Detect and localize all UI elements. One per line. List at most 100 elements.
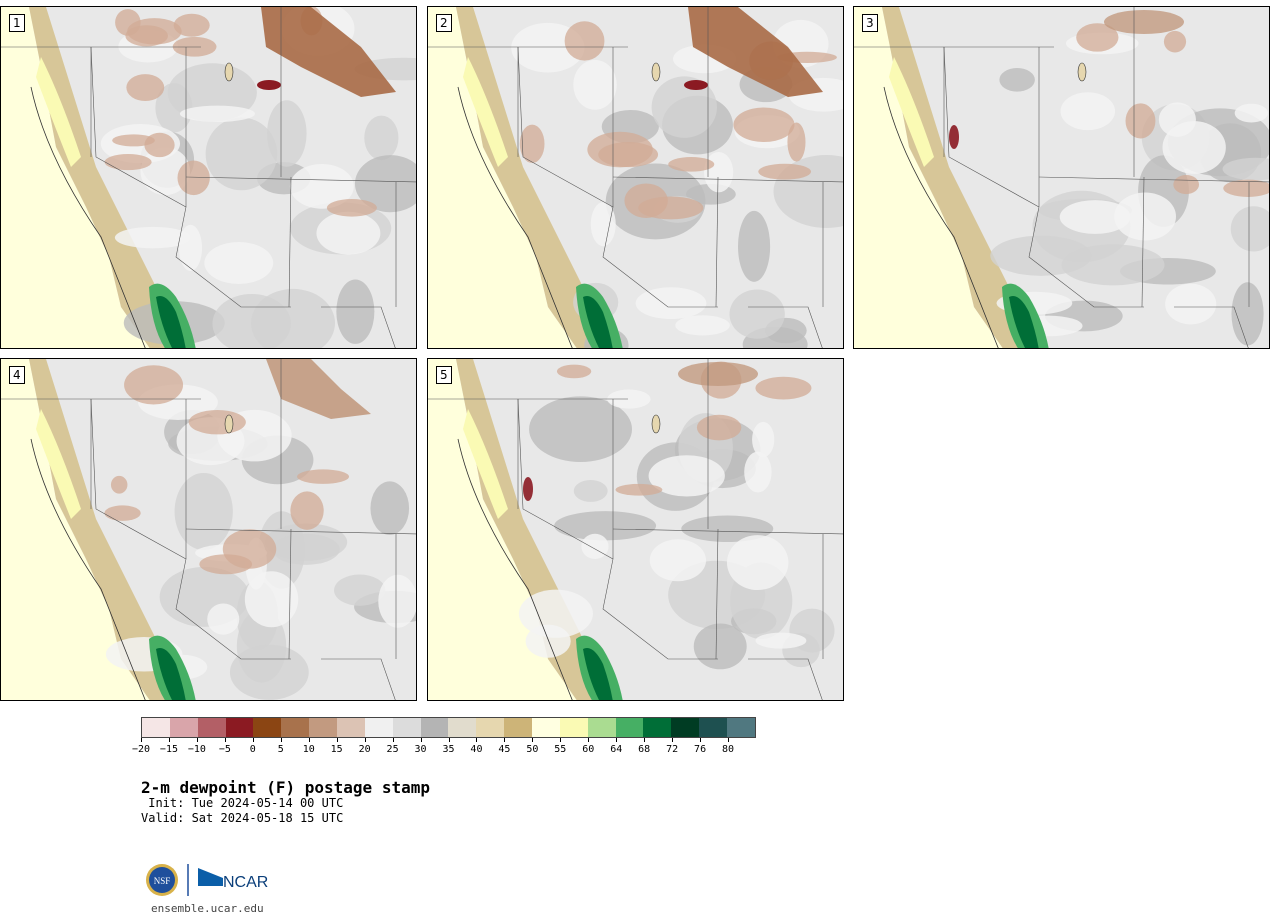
dry-tan-patch xyxy=(733,107,795,143)
colorbar-swatch xyxy=(699,718,728,737)
dry-patch xyxy=(336,279,375,344)
dry-tan-patch xyxy=(173,13,210,37)
valley-region xyxy=(36,57,81,167)
colorbar-swatch xyxy=(225,718,254,737)
colorbar-ticks: −20 −15 −10 −5 0 5 10 15 20 25 30 35 40 45 50 55 60 64 68 7… xyxy=(132,738,756,758)
dry-core xyxy=(1104,10,1184,34)
colorbar-swatch xyxy=(643,718,672,737)
dry-tan-patch xyxy=(755,376,812,400)
dry-patch xyxy=(738,210,771,282)
nsf-ncar-logo: NSF NCAR xyxy=(146,864,268,896)
colorbar-tick-label: 20 xyxy=(358,744,371,755)
dry-tan-patch xyxy=(1173,174,1200,195)
dry-patch xyxy=(681,515,774,542)
dry-tan-patch xyxy=(188,409,246,435)
state-border xyxy=(175,206,291,308)
dry-patch xyxy=(251,288,335,348)
coastal-band xyxy=(456,7,603,348)
colorbar-tick-label: 25 xyxy=(386,744,399,755)
dry-patch xyxy=(729,289,785,339)
colorbar-tick-label: 5 xyxy=(277,744,284,755)
moist-patch xyxy=(1234,103,1269,123)
colorbar-tick xyxy=(448,738,450,742)
state-border xyxy=(1028,206,1144,308)
dry-tan-patch xyxy=(124,365,184,405)
lake-outline xyxy=(224,414,234,434)
colorbar-tick-label: 45 xyxy=(498,744,511,755)
colorbar-swatch xyxy=(337,718,365,737)
state-border xyxy=(715,528,719,660)
moist-core-inner xyxy=(156,648,186,700)
dry-patch xyxy=(693,623,747,670)
colorbar-swatch xyxy=(615,718,644,737)
coastline xyxy=(883,86,999,348)
moist-patch xyxy=(573,59,617,110)
state-border xyxy=(1174,306,1249,348)
dry-core xyxy=(266,359,371,419)
state-border xyxy=(715,176,719,308)
dry-tan-patch xyxy=(668,157,715,172)
moist-patch xyxy=(755,632,807,649)
dry-patch xyxy=(174,472,233,551)
state-border xyxy=(321,306,396,348)
state-border xyxy=(90,46,187,208)
coastline xyxy=(30,86,146,348)
dry-tan-patch xyxy=(222,529,277,569)
moist-patch xyxy=(316,211,381,255)
state-border xyxy=(185,528,416,535)
moist-patch xyxy=(1060,92,1116,131)
dewpoint-map xyxy=(1,359,416,700)
ncar-logo-text: NCAR xyxy=(223,874,268,891)
state-border xyxy=(175,558,291,660)
moist-patch xyxy=(648,455,725,497)
moist-patch xyxy=(649,539,707,582)
valley-region xyxy=(36,409,81,519)
map-panel-1: 1 xyxy=(0,6,417,349)
dewpoint-map xyxy=(428,359,843,700)
colorbar-tick xyxy=(560,738,562,742)
colorbar-swatch xyxy=(727,718,755,737)
offshore-region xyxy=(428,7,577,348)
state-border xyxy=(1038,176,1269,183)
colorbar-tick-label: 30 xyxy=(414,744,427,755)
dry-tan-patch xyxy=(125,25,168,47)
moist-patch xyxy=(703,152,734,193)
moist-patch xyxy=(607,389,651,409)
map-panel-4: 4 xyxy=(0,358,417,701)
colorbar-tick-label: 0 xyxy=(249,744,256,755)
state-border xyxy=(943,46,1040,208)
moist-core-inner xyxy=(1009,296,1039,348)
state-border xyxy=(602,206,718,308)
colorbar-tick-label: 35 xyxy=(442,744,455,755)
moist-patch xyxy=(635,287,707,320)
dry-core xyxy=(678,362,758,386)
dry-patch xyxy=(364,115,399,161)
map-panel-5: 5 xyxy=(427,358,844,701)
colorbar-tick xyxy=(252,738,254,742)
init-time: Init: Tue 2024-05-14 00 UTC xyxy=(141,796,344,810)
offshore-region xyxy=(1,359,150,700)
dry-tan-patch xyxy=(177,160,210,196)
colorbar-swatch xyxy=(671,718,700,737)
colorbar-swatch xyxy=(504,718,533,737)
colorbar xyxy=(141,717,756,738)
dry-patch xyxy=(999,68,1035,92)
dry-patch xyxy=(1222,157,1269,181)
dry-tan-patch xyxy=(126,74,165,102)
dry-core xyxy=(261,7,396,97)
dry-patch xyxy=(1230,206,1269,252)
colorbar-tick xyxy=(504,738,506,742)
moist-patch xyxy=(178,224,203,272)
valid-time: Valid: Sat 2024-05-18 15 UTC xyxy=(141,811,344,825)
coastline xyxy=(457,86,573,348)
map-panel-2: 2 xyxy=(427,6,844,349)
moist-patch xyxy=(675,315,730,336)
dry-patch xyxy=(1061,244,1165,286)
colorbar-swatch xyxy=(587,718,616,737)
dry-patch xyxy=(229,644,309,700)
state-border xyxy=(288,528,292,660)
dry-tan-patch xyxy=(1163,30,1187,53)
lake-outline xyxy=(651,414,661,434)
dry-tan-patch xyxy=(787,122,806,162)
colorbar-swatch xyxy=(559,718,588,737)
